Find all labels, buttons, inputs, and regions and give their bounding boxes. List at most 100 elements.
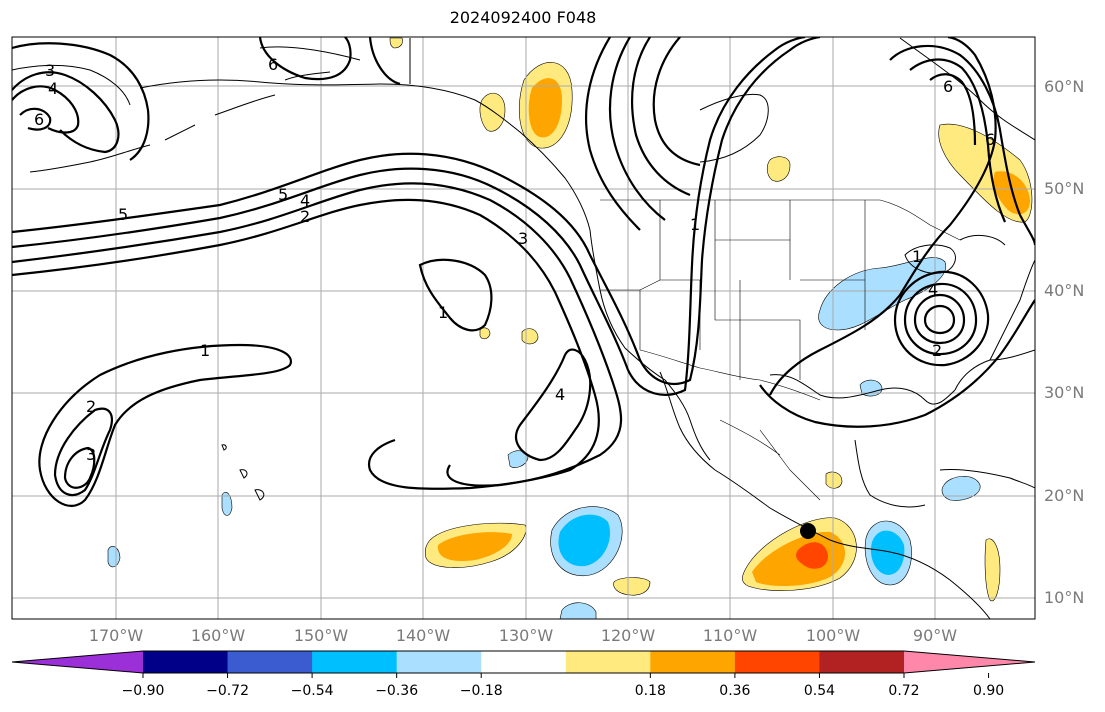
contour-line xyxy=(53,407,113,497)
colorbar-extend-low xyxy=(12,651,143,673)
map-title: 2024092400 F048 xyxy=(449,8,597,27)
colorbar-tick-label: −0.18 xyxy=(459,683,503,699)
colorbar-segment xyxy=(227,651,313,673)
positive-anomaly-blob xyxy=(825,471,843,489)
colorbar-segment xyxy=(481,651,567,673)
coastlines xyxy=(12,37,1035,619)
hawaii-islands xyxy=(221,444,265,501)
lon-label: 110°W xyxy=(702,626,758,645)
colorbar-tick-label: 0.18 xyxy=(634,683,666,699)
east-coast xyxy=(989,259,1035,361)
colorbar-tick-label: 0.90 xyxy=(972,683,1005,699)
contour-label: 4 xyxy=(928,280,938,299)
location-marker xyxy=(800,523,816,539)
contour-line xyxy=(769,37,997,396)
negative-anomaly-core xyxy=(870,530,905,575)
lon-label: 170°W xyxy=(88,626,144,645)
us-canada-border xyxy=(600,199,961,241)
colorbar-segment xyxy=(819,651,905,673)
contour-label: 5 xyxy=(278,185,288,204)
colorbar-segment xyxy=(734,651,820,673)
mexico-coast xyxy=(714,469,991,619)
contour-label: 6 xyxy=(268,55,278,74)
contour-label: 6 xyxy=(943,77,953,96)
colorbar-tick-label: −0.54 xyxy=(290,683,334,699)
contour-line xyxy=(19,107,52,131)
contour-label: 4 xyxy=(555,385,565,404)
contour-line xyxy=(929,73,977,146)
colorbar-segment xyxy=(650,651,736,673)
map-frame xyxy=(11,36,1036,620)
gridlines xyxy=(12,37,1035,619)
great-lakes xyxy=(904,234,1006,274)
map-panel: 3 4 6 6 6 5 4 2 3 1 1 2 3 1 4 1 4 2 5 6 xyxy=(11,36,1036,620)
contour-line xyxy=(652,37,701,167)
lat-label: 30°N xyxy=(1044,383,1085,402)
contour-label: 6 xyxy=(34,110,44,129)
positive-anomaly-core-strong xyxy=(796,542,828,569)
contour-line xyxy=(584,37,641,231)
contour-line xyxy=(12,71,120,154)
contour-label: 1 xyxy=(200,341,210,360)
colorbar-extend-high xyxy=(904,651,1035,673)
contour-label: 1 xyxy=(690,215,700,234)
colorbar-tick-label: −0.90 xyxy=(121,683,165,699)
contour-label: 3 xyxy=(86,445,96,464)
colorbar-tick-label: −0.36 xyxy=(375,683,419,699)
colorbar-segment xyxy=(396,651,482,673)
lat-label: 50°N xyxy=(1044,179,1085,198)
positive-anomaly-core xyxy=(437,532,512,562)
contour-line xyxy=(515,348,592,462)
contour-line xyxy=(608,37,666,221)
positive-anomaly-blob xyxy=(766,156,791,182)
lat-label: 10°N xyxy=(1044,588,1085,607)
positive-anomaly-blob xyxy=(984,538,1001,602)
contour-label: 4 xyxy=(300,191,310,210)
contour-label: 3 xyxy=(518,229,528,248)
colorbar-segment xyxy=(565,651,651,673)
lon-label: 90°W xyxy=(912,626,958,645)
negative-anomaly-core xyxy=(558,514,611,567)
contour-line xyxy=(38,343,293,507)
colorbar-tick-label: −0.72 xyxy=(206,683,249,699)
colorbar xyxy=(11,650,1036,678)
lon-label: 130°W xyxy=(498,626,554,645)
contour-lines xyxy=(12,37,1035,507)
state-borders xyxy=(600,199,961,501)
contour-line xyxy=(368,37,401,86)
contour-label: 2 xyxy=(300,207,310,226)
contour-label: 2 xyxy=(86,397,96,416)
negative-anomaly-blob xyxy=(221,491,233,516)
positive-anomaly-blob xyxy=(389,37,403,49)
colorbar-segments xyxy=(11,650,1036,674)
positive-anomaly-blob xyxy=(479,92,506,132)
negative-anomaly-blob xyxy=(941,476,981,501)
lat-label: 40°N xyxy=(1044,281,1085,300)
contour-line xyxy=(12,37,821,385)
positive-anomaly-blob xyxy=(479,327,491,340)
colorbar-segment xyxy=(312,651,398,673)
positive-anomaly-blob xyxy=(613,577,651,596)
mexico-states xyxy=(719,419,821,501)
contour-line xyxy=(258,37,352,81)
colorbar-tick-marks xyxy=(142,673,990,678)
contour-line xyxy=(12,42,150,161)
lon-label: 100°W xyxy=(805,626,861,645)
us-mexico-border xyxy=(639,349,821,401)
gulf-coast xyxy=(769,374,956,508)
contour-line xyxy=(903,282,978,356)
cuba-coast xyxy=(939,469,1035,489)
contour-line xyxy=(909,58,1007,223)
positive-anomaly-blob xyxy=(521,328,539,345)
lat-label: 60°N xyxy=(1044,77,1085,96)
contour-line xyxy=(12,85,80,134)
positive-anomaly-core xyxy=(528,78,562,138)
lat-label: 20°N xyxy=(1044,486,1085,505)
aleutian-islands xyxy=(29,71,331,173)
contour-label: 1 xyxy=(912,247,922,266)
colorbar-tick-label: 0.54 xyxy=(803,683,836,699)
contour-line xyxy=(12,198,600,490)
contour-line xyxy=(923,304,956,335)
negative-anomaly-blob xyxy=(107,546,121,568)
contour-label: 6 xyxy=(985,130,995,149)
